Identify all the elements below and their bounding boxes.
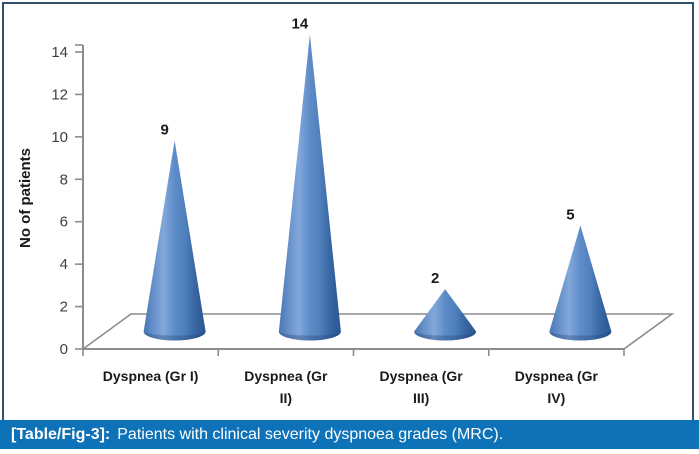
y-tick-label: 4 <box>60 256 68 273</box>
caption-tag: [Table/Fig-3]: <box>11 426 111 443</box>
cone-series: 9 14 2 5 <box>143 16 612 341</box>
y-tick-label: 0 <box>60 341 68 358</box>
data-label: 14 <box>292 16 309 33</box>
y-tick-label: 10 <box>51 129 68 146</box>
caption-bar: [Table/Fig-3]: Patients with clinical sev… <box>0 420 699 449</box>
y-tick-label: 8 <box>60 171 68 188</box>
caption-text: Patients with clinical severity dyspnoea… <box>117 426 504 443</box>
x-category-label: III) <box>413 390 429 406</box>
y-tick-label: 2 <box>60 299 68 316</box>
x-category-label: Dyspnea (Gr I) <box>103 368 199 384</box>
y-tick-label: 6 <box>60 214 68 231</box>
data-label: 9 <box>160 122 168 139</box>
floor-3d <box>82 313 675 350</box>
x-category-label: Dyspnea (Gr <box>515 368 599 384</box>
x-category-label: Dyspnea (Gr <box>380 368 464 384</box>
cone-3 <box>414 289 477 341</box>
cone-4 <box>549 225 612 341</box>
data-label: 5 <box>566 206 574 223</box>
y-tick-label: 14 <box>51 44 68 61</box>
x-axis <box>82 348 625 356</box>
x-category-label: IV) <box>547 390 565 406</box>
y-axis-title: No of patients <box>17 148 34 248</box>
chart-panel <box>2 2 694 449</box>
x-category-label: II) <box>280 390 292 406</box>
data-label: 2 <box>431 270 439 287</box>
x-category-labels: Dyspnea (Gr I) Dyspnea (Gr II) Dyspnea (Gr I… <box>103 368 599 406</box>
cone-1 <box>143 140 206 341</box>
y-axis: 0 2 4 6 8 10 12 14 <box>51 44 84 358</box>
y-tick-label: 12 <box>51 86 68 103</box>
cone-2 <box>278 34 341 341</box>
x-category-label: Dyspnea (Gr <box>244 368 328 384</box>
